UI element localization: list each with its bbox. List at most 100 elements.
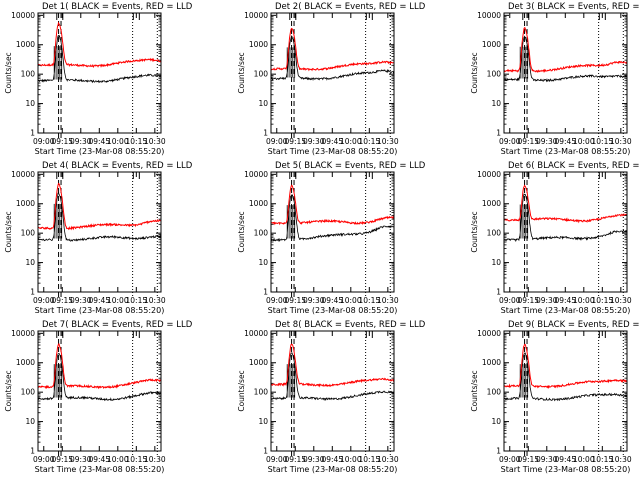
series-events-line [38, 353, 161, 402]
x-tick-label: 09:45 [88, 296, 110, 305]
y-tick-label: 100 [21, 388, 36, 397]
x-axis-label: Start Time (23-Mar-08 08:55:20) [35, 147, 165, 156]
y-tick-label: 10000 [244, 11, 268, 20]
marker-flag [289, 330, 297, 338]
y-tick-label: 10 [258, 99, 268, 108]
detector-panel-5: Det 5( BLACK = Events, RED = LLD 1 10 100 10… [237, 161, 426, 315]
y-tick-label: 1 [496, 447, 501, 456]
y-tick-label: 10000 [477, 329, 501, 338]
panel-title: Det 3( BLACK = Events, RED = LLD [508, 2, 640, 12]
y-tick-label: 100 [487, 388, 502, 397]
y-tick-label: 10 [258, 258, 268, 267]
y-tick-label: 1 [30, 288, 35, 297]
y-tick-label: 1 [263, 288, 268, 297]
y-tick-label: 10000 [244, 170, 268, 179]
x-tick-label: 09:15 [51, 296, 73, 305]
x-tick-label: 09:30 [303, 137, 325, 146]
y-tick-label: 1000 [249, 199, 268, 208]
x-tick-label: 10:15 [359, 296, 381, 305]
y-tick-label: 10000 [11, 11, 35, 20]
x-tick-label: 09:45 [554, 455, 576, 464]
x-tick-label: 09:30 [70, 137, 92, 146]
x-axis-label: Start Time (23-Mar-08 08:55:20) [35, 465, 165, 474]
x-tick-label: 10:15 [592, 137, 614, 146]
y-tick-label: 10 [25, 99, 35, 108]
x-tick-label: 10:15 [126, 137, 148, 146]
x-tick-label: 10:15 [126, 455, 148, 464]
y-tick-label: 10000 [244, 329, 268, 338]
x-tick-label: 09:15 [517, 296, 539, 305]
x-tick-label: 10:15 [592, 455, 614, 464]
series-events-line [271, 194, 394, 242]
x-axis-label: Start Time (23-Mar-08 08:55:20) [268, 306, 398, 315]
series-lld-line [271, 343, 394, 388]
x-tick-label: 09:45 [321, 137, 343, 146]
series-lld-line [271, 184, 394, 226]
marker-flag [522, 171, 530, 179]
detector-panel-6: Det 6( BLACK = Events, RED = LLD 1 10 100 10… [470, 161, 640, 315]
y-tick-label: 100 [21, 70, 36, 79]
x-tick-label: 10:00 [107, 455, 129, 464]
x-tick-label: 10:15 [359, 137, 381, 146]
y-tick-label: 1000 [16, 40, 35, 49]
x-tick-label: 10:00 [573, 296, 595, 305]
x-tick-label: 09:45 [88, 455, 110, 464]
series-lld-line [38, 21, 161, 68]
y-tick-label: 100 [254, 229, 269, 238]
y-axis-label: Counts/sec [237, 211, 246, 252]
y-tick-label: 100 [21, 229, 36, 238]
y-tick-label: 100 [254, 70, 269, 79]
x-tick-label: 09:45 [88, 137, 110, 146]
y-tick-label: 1 [496, 129, 501, 138]
panel-title: Det 4( BLACK = Events, RED = LLD [42, 161, 193, 171]
x-tick-label: 10:00 [340, 296, 362, 305]
x-axis-label: Start Time (23-Mar-08 08:55:20) [501, 306, 631, 315]
x-tick-label: 10:15 [126, 296, 148, 305]
panel-title: Det 6( BLACK = Events, RED = LLD [508, 161, 640, 171]
x-tick-label: 10:30 [377, 455, 399, 464]
x-tick-label: 09:15 [51, 455, 73, 464]
y-tick-label: 10 [491, 258, 501, 267]
x-tick-label: 10:30 [144, 137, 166, 146]
detector-panel-1: Det 1( BLACK = Events, RED = LLD 1 10 100 10… [4, 2, 193, 156]
detector-panel-2: Det 2( BLACK = Events, RED = LLD 1 10 100 10… [237, 2, 426, 156]
x-axis-label: Start Time (23-Mar-08 08:55:20) [501, 147, 631, 156]
x-tick-label: 10:15 [592, 296, 614, 305]
x-tick-label: 09:45 [554, 296, 576, 305]
panel-title: Det 9( BLACK = Events, RED = LLD [508, 320, 640, 330]
marker-flag [289, 12, 297, 20]
x-tick-label: 10:00 [340, 137, 362, 146]
x-tick-label: 09:00 [499, 137, 521, 146]
y-tick-label: 10000 [11, 329, 35, 338]
y-tick-label: 1 [263, 447, 268, 456]
panel-title: Det 7( BLACK = Events, RED = LLD [42, 320, 193, 330]
x-tick-label: 10:30 [377, 296, 399, 305]
x-tick-label: 10:00 [340, 455, 362, 464]
y-tick-label: 10 [25, 417, 35, 426]
y-tick-label: 100 [487, 229, 502, 238]
series-lld-line [504, 343, 627, 389]
x-tick-label: 10:30 [610, 296, 632, 305]
x-tick-label: 09:45 [554, 137, 576, 146]
marker-flag [56, 12, 64, 20]
x-tick-label: 09:30 [70, 296, 92, 305]
marker-flag [56, 171, 64, 179]
panel-title: Det 2( BLACK = Events, RED = LLD [275, 2, 426, 12]
y-axis-label: Counts/sec [470, 52, 479, 93]
detector-panel-4: Det 4( BLACK = Events, RED = LLD 1 10 100 10… [4, 161, 193, 315]
x-axis-label: Start Time (23-Mar-08 08:55:20) [268, 465, 398, 474]
x-axis-label: Start Time (23-Mar-08 08:55:20) [501, 465, 631, 474]
x-tick-label: 09:00 [266, 137, 288, 146]
x-tick-label: 09:00 [266, 455, 288, 464]
y-tick-label: 10 [491, 99, 501, 108]
x-tick-label: 09:15 [284, 455, 306, 464]
x-tick-label: 10:30 [144, 296, 166, 305]
x-tick-label: 09:15 [284, 137, 306, 146]
marker-flag [522, 330, 530, 338]
x-tick-label: 09:00 [33, 137, 55, 146]
x-tick-label: 10:30 [377, 137, 399, 146]
x-axis-label: Start Time (23-Mar-08 08:55:20) [268, 147, 398, 156]
x-tick-label: 09:00 [499, 296, 521, 305]
y-axis-label: Counts/sec [4, 370, 13, 411]
